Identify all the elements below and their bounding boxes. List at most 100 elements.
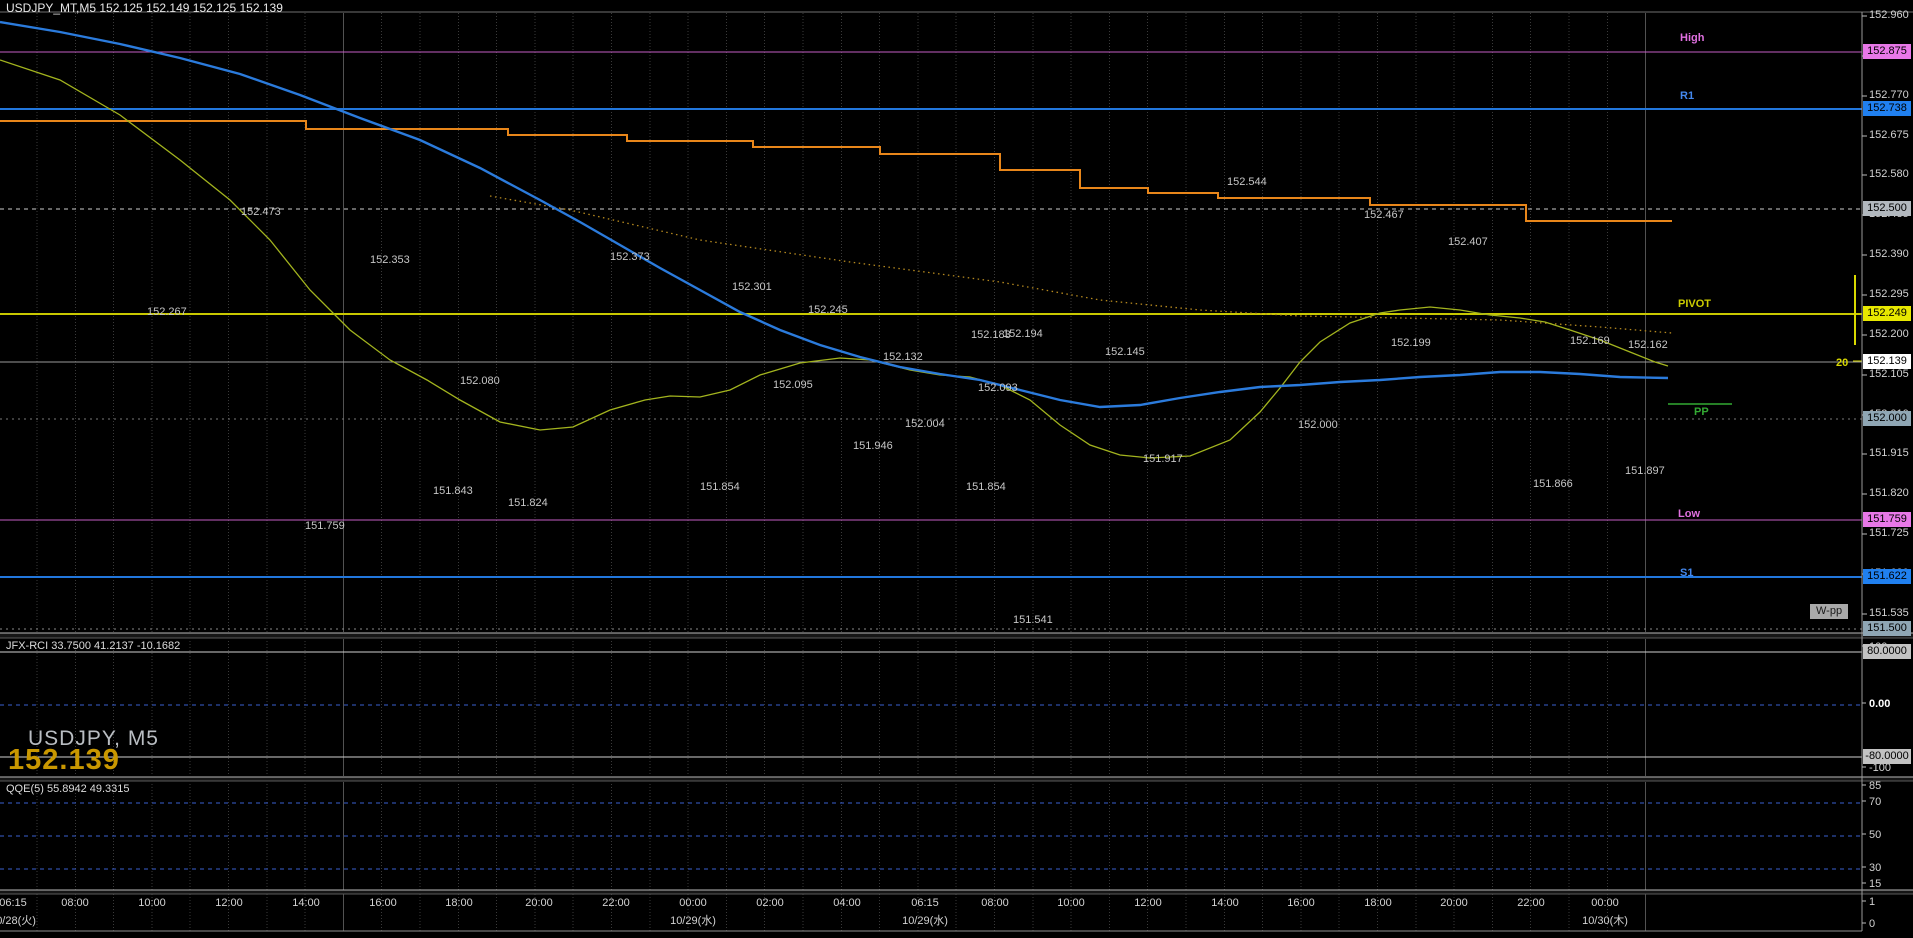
time-label: 18:00: [1364, 897, 1392, 909]
date-label: 10/30(木): [1582, 915, 1628, 927]
price-annotation: 151.824: [508, 497, 548, 509]
price-axis-badge: 151.500: [1863, 621, 1911, 636]
price-axis-badge: 152.249: [1863, 306, 1911, 321]
rci-axis-tick: 0.00: [1869, 698, 1891, 710]
price-annotation: 152.169: [1570, 335, 1610, 347]
price-annotation: 152.353: [370, 254, 410, 266]
price-annotation: 152.194: [1003, 328, 1043, 340]
watermark-price: 152.139: [8, 744, 120, 776]
time-label: 22:00: [1517, 897, 1545, 909]
price-annotation: 151.541: [1013, 614, 1053, 626]
rci-axis-badge: -80.0000: [1863, 749, 1911, 764]
qqe-axis-tick: 30: [1869, 862, 1882, 874]
qqe-axis-tick: 85: [1869, 780, 1882, 792]
time-label: 00:00: [1591, 897, 1619, 909]
price-axis-tick: 152.675: [1869, 129, 1909, 141]
rci-indicator-label: JFX-RCI 33.7500 41.2137 -10.1682: [6, 640, 181, 652]
price-annotation: 152.145: [1105, 346, 1145, 358]
time-label: 16:00: [369, 897, 397, 909]
price-annotation: 152.095: [773, 379, 813, 391]
price-axis-tick: 151.915: [1869, 447, 1909, 459]
price-axis-tick: 152.960: [1869, 9, 1909, 21]
price-annotation: 151.897: [1625, 465, 1665, 477]
price-annotation: 152.004: [905, 418, 945, 430]
price-axis-badge: 152.875: [1863, 44, 1911, 59]
price-axis-tick: 151.535: [1869, 607, 1909, 619]
price-axis-badge: 151.622: [1863, 569, 1911, 584]
ohlc-header: USDJPY_MT,M5 152.125 152.149 152.125 152…: [6, 1, 283, 15]
price-annotation: 152.000: [1298, 419, 1338, 431]
qqe-axis-tick: 50: [1869, 829, 1882, 841]
price-annotation: 152.080: [460, 375, 500, 387]
price-annotation: 152.407: [1448, 236, 1488, 248]
time-label: 18:00: [445, 897, 473, 909]
price-annotation: 151.843: [433, 485, 473, 497]
time-label: 12:00: [215, 897, 243, 909]
price-annotation: 151.854: [966, 481, 1006, 493]
time-label: 08:00: [981, 897, 1009, 909]
level-label-low: Low: [1678, 508, 1700, 520]
time-label: 20:00: [525, 897, 553, 909]
price-annotation: 151.946: [853, 440, 893, 452]
time-label: 06:15: [0, 897, 27, 909]
level-label-pp: PP: [1694, 406, 1709, 418]
price-annotation: 151.917: [1143, 453, 1183, 465]
price-annotation: 152.267: [147, 306, 187, 318]
main-chart-panel: [0, 13, 1862, 632]
time-label: 16:00: [1287, 897, 1315, 909]
level-label-pivot: PIVOT: [1678, 298, 1712, 310]
price-annotation: 152.473: [241, 206, 281, 218]
time-label: 02:00: [756, 897, 784, 909]
price-annotation: 152.199: [1391, 337, 1431, 349]
time-label: 10:00: [1057, 897, 1085, 909]
time-label: 10:00: [138, 897, 166, 909]
price-axis-tick: 152.200: [1869, 328, 1909, 340]
price-axis-tick: 152.580: [1869, 168, 1909, 180]
weekly-pivot-badge: W-pp: [1810, 604, 1849, 619]
time-label: 20:00: [1440, 897, 1468, 909]
price-annotation: 152.467: [1364, 209, 1404, 221]
price-annotation: 152.132: [883, 351, 923, 363]
price-annotation: 152.373: [610, 251, 650, 263]
price-axis-badge: 152.139: [1863, 354, 1911, 369]
price-axis-tick: 151.725: [1869, 527, 1909, 539]
price-axis-tick: 152.390: [1869, 248, 1909, 260]
watermark-symbol: USDJPY, M5: [28, 727, 159, 750]
mini-axis-tick: 0: [1869, 918, 1876, 930]
time-label: 22:00: [602, 897, 630, 909]
price-annotation: 151.854: [700, 481, 740, 493]
rci-axis-tick: -100: [1869, 762, 1892, 774]
rci-panel: [0, 639, 1862, 776]
price-annotation: 152.544: [1227, 176, 1267, 188]
price-annotation: 152.162: [1628, 339, 1668, 351]
price-axis-tick: 152.105: [1869, 368, 1909, 380]
qqe-axis-tick: 70: [1869, 796, 1882, 808]
price-axis-tick: 152.770: [1869, 89, 1909, 101]
qqe-panel: [0, 782, 1862, 890]
price-annotation: 152.245: [808, 304, 848, 316]
level-label-high: High: [1680, 32, 1705, 44]
level-label-s1: S1: [1680, 567, 1694, 579]
time-label: 14:00: [292, 897, 320, 909]
date-label: 10/28(火): [0, 915, 36, 927]
time-label: 04:00: [833, 897, 861, 909]
level-label-r1: R1: [1680, 90, 1695, 102]
price-axis-tick: 152.295: [1869, 288, 1909, 300]
price-axis-badge: 151.759: [1863, 512, 1911, 527]
mini-axis-tick: 1: [1869, 896, 1876, 908]
time-label: 00:00: [679, 897, 707, 909]
price-annotation: 152.183: [971, 329, 1011, 341]
qqe-axis-tick: 15: [1869, 878, 1882, 890]
rci-axis-badge: 80.0000: [1863, 644, 1911, 659]
time-label: 12:00: [1134, 897, 1162, 909]
price-axis-badge: 152.000: [1863, 411, 1911, 426]
price-axis-tick: 151.820: [1869, 487, 1909, 499]
price-axis-badge: 152.500: [1863, 201, 1911, 216]
time-label: 08:00: [61, 897, 89, 909]
date-label: 10/29(水): [670, 915, 716, 927]
price-annotation: 152.093: [978, 382, 1018, 394]
price-annotation: 151.759: [305, 520, 345, 532]
time-label: 14:00: [1211, 897, 1239, 909]
